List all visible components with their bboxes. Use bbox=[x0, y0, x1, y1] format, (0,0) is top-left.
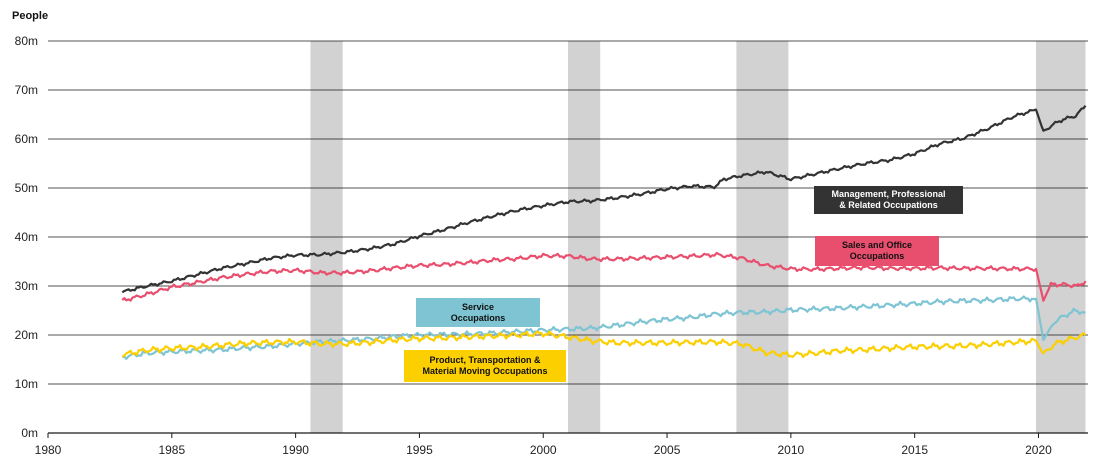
y-axis-title: People bbox=[12, 10, 48, 22]
x-tick-label: 2020 bbox=[1025, 443, 1052, 457]
x-tick-label: 1990 bbox=[282, 443, 309, 457]
series-label-management: Management, Professional & Related Occup… bbox=[814, 186, 963, 214]
x-tick-label: 2015 bbox=[901, 443, 928, 457]
series-label-production-transport: Product, Transportation & Material Movin… bbox=[404, 350, 566, 382]
y-tick-label: 60m bbox=[15, 132, 38, 146]
series-line-0 bbox=[121, 105, 1087, 294]
series-line-2 bbox=[121, 295, 1086, 360]
x-tick-label: 2000 bbox=[530, 443, 557, 457]
x-tick-label: 1985 bbox=[158, 443, 185, 457]
axes: 0m 10m 20m 30m 40m 50m 60m 70m 80m 1980 1985 1990 19… bbox=[15, 34, 1052, 457]
x-tick-label: 2010 bbox=[778, 443, 805, 457]
y-tick-label: 20m bbox=[15, 328, 38, 342]
series-line-1 bbox=[121, 251, 1087, 302]
series-line-3 bbox=[121, 330, 1087, 359]
x-tick-label: 1995 bbox=[406, 443, 433, 457]
series-lines bbox=[121, 105, 1087, 360]
y-tick-label: 30m bbox=[15, 279, 38, 293]
series-label-sales-office: Sales and Office Occupations bbox=[815, 236, 939, 266]
x-tick-label: 2005 bbox=[654, 443, 681, 457]
x-tick-label: 1980 bbox=[35, 443, 62, 457]
y-tick-label: 50m bbox=[15, 181, 38, 195]
series-label-service: Service Occupations bbox=[416, 298, 540, 327]
y-tick-label: 70m bbox=[15, 83, 38, 97]
y-tick-label: 10m bbox=[15, 377, 38, 391]
y-tick-label: 0m bbox=[21, 426, 38, 440]
y-tick-label: 80m bbox=[15, 34, 38, 48]
y-tick-label: 40m bbox=[15, 230, 38, 244]
